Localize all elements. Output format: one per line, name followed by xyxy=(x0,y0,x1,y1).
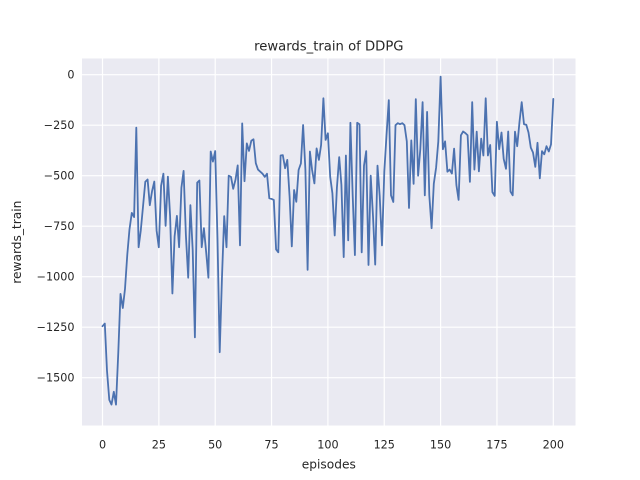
y-tick-label: −750 xyxy=(44,220,75,233)
y-axis-label: rewards_train xyxy=(10,201,24,284)
y-tick-label: −1500 xyxy=(37,372,75,385)
x-tick-label: 150 xyxy=(430,439,451,452)
x-tick-label: 175 xyxy=(486,439,507,452)
axes-background xyxy=(82,58,576,426)
y-tick-label: −1250 xyxy=(37,321,75,334)
y-tick-label: −250 xyxy=(44,119,75,132)
series xyxy=(101,75,555,406)
x-tick-label: 125 xyxy=(374,439,395,452)
rewards-train-line xyxy=(101,75,555,406)
y-tick-labels: 0 −250 −500 −750 −1000 −1250 −1500 xyxy=(37,69,75,385)
x-tick-label: 200 xyxy=(543,439,564,452)
chart-title: rewards_train of DDPG xyxy=(254,40,403,55)
y-tick-label: 0 xyxy=(67,69,74,82)
x-tick-label: 100 xyxy=(317,439,338,452)
x-axis-label: episodes xyxy=(302,458,356,472)
x-tick-label: 50 xyxy=(208,439,222,452)
y-tick-label: −1000 xyxy=(37,271,75,284)
x-tick-labels: 0 25 50 75 100 125 150 175 200 xyxy=(99,439,564,452)
x-tick-label: 75 xyxy=(264,439,278,452)
x-tick-label: 25 xyxy=(152,439,166,452)
y-tick-label: −500 xyxy=(44,170,75,183)
plot-area xyxy=(82,58,576,426)
x-tick-label: 0 xyxy=(99,439,106,452)
